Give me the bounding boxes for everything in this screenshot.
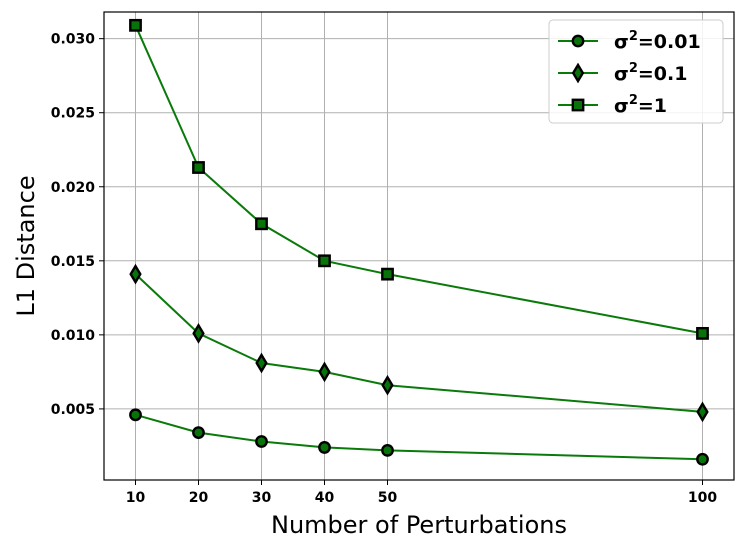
x-tick-label: 20	[189, 490, 209, 506]
data-point	[696, 401, 709, 423]
y-tick-label: 0.010	[51, 328, 96, 344]
data-point	[192, 161, 205, 174]
data-point	[381, 267, 394, 281]
data-point	[318, 361, 331, 383]
legend-label: σ2=0.1	[614, 61, 687, 85]
x-axis-title: Number of Perturbations	[271, 511, 567, 539]
data-point	[129, 263, 142, 285]
y-tick-label: 0.025	[51, 106, 95, 122]
x-tick-label: 100	[688, 490, 717, 506]
legend-entry: σ2=0.01	[558, 29, 701, 53]
series-line	[135, 413, 703, 461]
series-circle	[129, 408, 709, 466]
legend-label: σ2=0.01	[614, 29, 701, 53]
y-ticks: 0.005 0.010 0.015 0.020 0.025 0.030	[51, 32, 104, 418]
legend-marker	[571, 34, 585, 48]
data-point	[318, 441, 331, 454]
data-point	[255, 435, 268, 448]
y-tick-label: 0.020	[51, 180, 96, 196]
series-diamond	[129, 263, 709, 423]
legend-entry: σ2=1	[558, 93, 667, 117]
series-layer	[129, 18, 709, 466]
data-point	[192, 323, 205, 344]
y-tick-label: 0.015	[51, 254, 95, 270]
data-point	[192, 426, 205, 440]
data-point	[318, 254, 331, 268]
data-point	[255, 352, 268, 374]
legend-marker	[571, 62, 585, 84]
legend: σ2=0.01 σ2=0.1 σ2=1	[548, 19, 724, 124]
legend-marker	[571, 98, 585, 112]
x-tick-label: 40	[315, 490, 335, 506]
data-point	[381, 443, 394, 457]
data-point	[255, 217, 268, 231]
series-line	[134, 273, 703, 413]
y-axis-title: L1 Distance	[12, 175, 40, 316]
x-tick-label: 10	[126, 490, 146, 506]
data-point	[129, 408, 142, 422]
y-tick-label: 0.030	[51, 32, 96, 48]
data-point	[696, 452, 709, 466]
data-point	[129, 18, 142, 32]
legend-frame	[548, 19, 724, 124]
data-point	[381, 374, 394, 396]
x-tick-label: 50	[378, 490, 398, 506]
series-line	[134, 24, 703, 335]
x-ticks: 10 20 30 40 50 100	[126, 480, 717, 506]
y-tick-label: 0.005	[51, 402, 95, 418]
legend-entry: σ2=0.1	[558, 61, 687, 85]
data-point	[696, 326, 709, 340]
series-square	[129, 18, 709, 340]
legend-label: σ2=1	[614, 93, 667, 117]
plot-frame	[103, 11, 735, 481]
x-tick-label: 30	[252, 490, 272, 506]
